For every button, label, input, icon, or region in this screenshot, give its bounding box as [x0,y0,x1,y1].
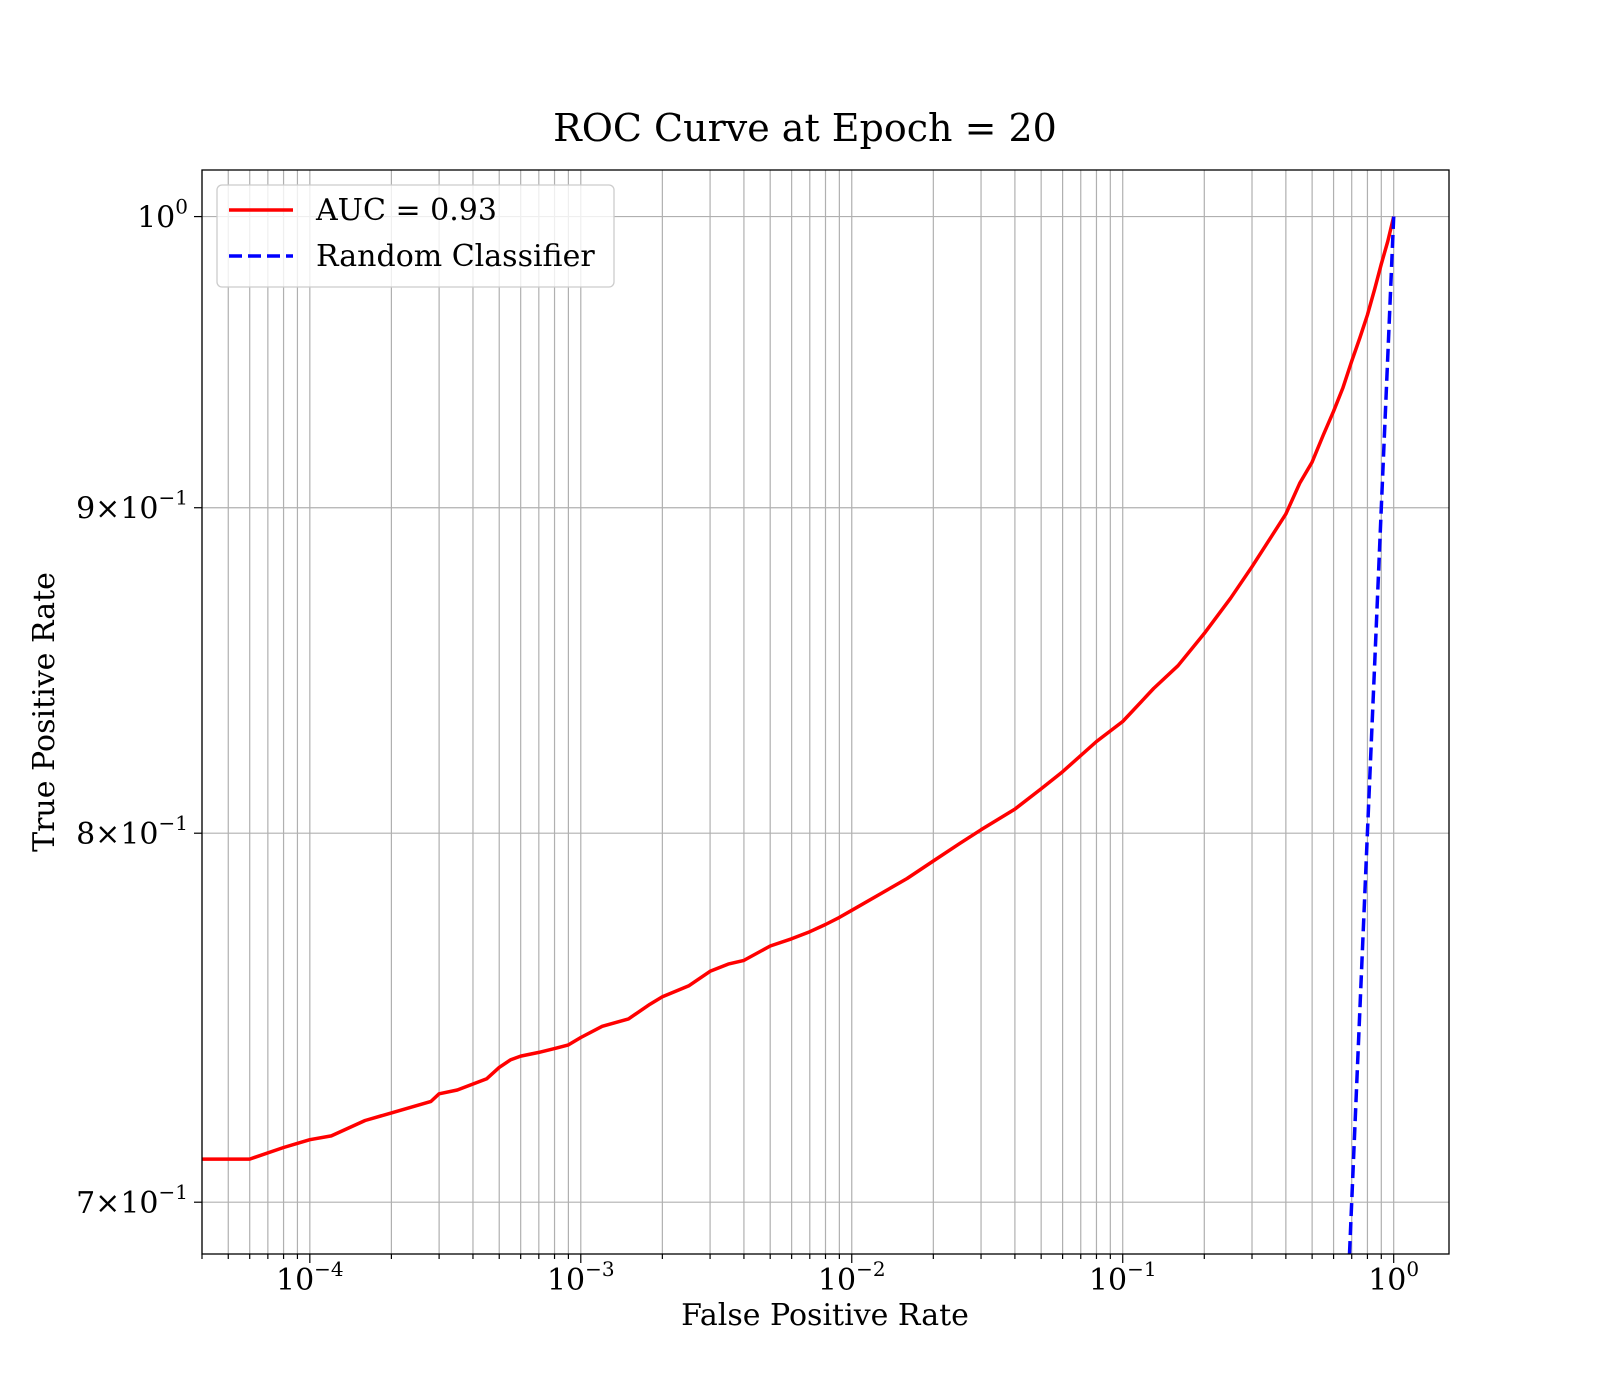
y-axis-ticks: 100 9×10−1 8×10−1 7×10−1 [76,195,202,1221]
x-axis-label: False Positive Rate [681,1298,969,1333]
grid-lines [201,170,1449,1254]
y-tick-label: 8×10−1 [76,811,188,852]
x-tick-label: 100 [1368,1257,1419,1298]
y-tick-label: 100 [137,195,188,236]
plot-lines [202,216,1396,1254]
legend-label-random: Random Classifier [316,239,595,274]
chart-title: ROC Curve at Epoch = 20 [553,106,1057,150]
legend: AUC = 0.93 Random Classifier [216,184,615,288]
y-axis-label: True Positive Rate [27,572,62,852]
x-tick-label: 10−1 [1089,1257,1157,1298]
roc-curve-line [202,216,1396,1161]
legend-box [216,184,615,288]
random-classifier-line [1347,216,1396,1254]
x-tick-label: 10−4 [276,1257,344,1298]
x-tick-label: 10−3 [547,1257,615,1298]
x-tick-label: 10−2 [818,1257,886,1298]
x-axis-ticks: 10−4 10−3 10−2 10−1 100 [201,1254,1419,1298]
legend-label-auc: AUC = 0.93 [315,193,497,228]
y-tick-label: 9×10−1 [76,486,188,527]
y-tick-label: 7×10−1 [76,1180,188,1221]
